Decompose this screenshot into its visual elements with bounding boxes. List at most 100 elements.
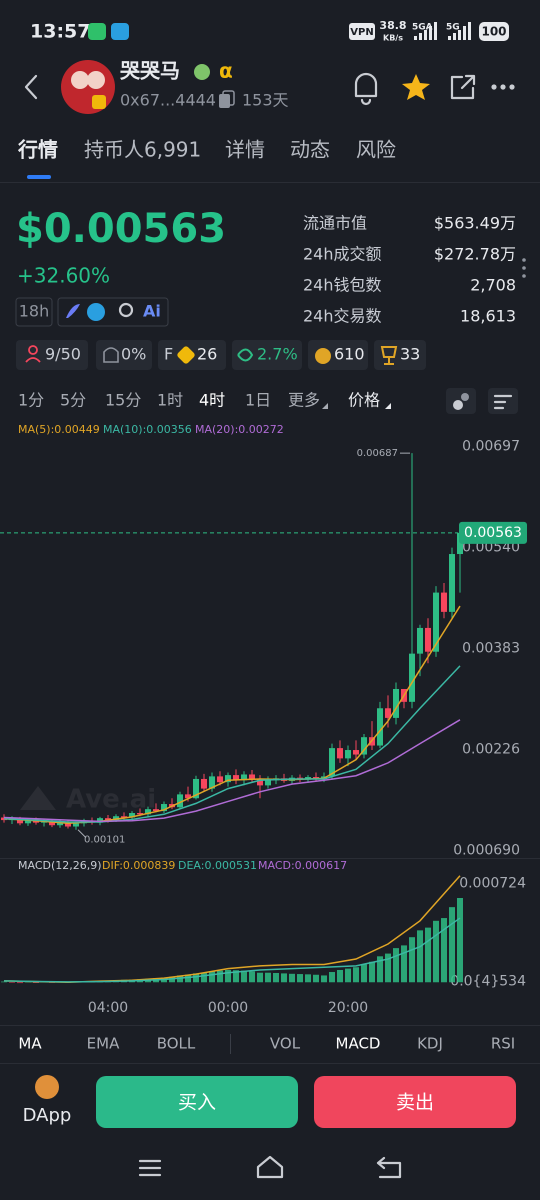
sell-button[interactable] bbox=[314, 1076, 516, 1128]
interval[interactable]: 15分 bbox=[105, 391, 141, 410]
caret bbox=[385, 403, 391, 409]
buy-button[interactable] bbox=[96, 1076, 298, 1128]
candle-body bbox=[409, 653, 415, 702]
avatar[interactable] bbox=[61, 60, 115, 114]
tab[interactable]: 动态 bbox=[290, 138, 330, 162]
badge-text: 33 bbox=[400, 345, 420, 364]
candle-body bbox=[361, 737, 367, 755]
candle-body bbox=[113, 816, 119, 821]
holder-icon bbox=[28, 345, 38, 355]
macd-bar bbox=[417, 930, 423, 983]
macd-bar bbox=[377, 956, 383, 983]
macd-bar bbox=[257, 972, 263, 983]
macd-bar bbox=[185, 974, 191, 983]
tab[interactable]: 行情 bbox=[17, 138, 58, 162]
candle-body bbox=[329, 748, 335, 777]
macd-bar bbox=[193, 973, 199, 983]
macd-bar bbox=[281, 973, 287, 983]
indicator[interactable]: MA bbox=[18, 1035, 42, 1053]
badge-text: 0% bbox=[121, 345, 146, 364]
macd-bar bbox=[385, 953, 391, 983]
chart-title: MACD(12,26,9) bbox=[18, 859, 102, 872]
indicator[interactable]: RSI bbox=[491, 1035, 515, 1053]
macd-bar bbox=[401, 945, 407, 983]
indicator[interactable]: VOL bbox=[270, 1035, 301, 1053]
net-type: 5GA bbox=[412, 23, 433, 33]
nav-back[interactable] bbox=[376, 1156, 402, 1179]
nav-home[interactable] bbox=[256, 1155, 284, 1179]
macd-bar bbox=[249, 971, 255, 983]
candle-body bbox=[393, 688, 399, 718]
watermark-logo bbox=[20, 786, 56, 810]
app-icon bbox=[88, 23, 106, 40]
bnb-icon bbox=[177, 346, 195, 364]
candle-body bbox=[249, 774, 255, 779]
x-tick-label: 00:00 bbox=[208, 1000, 248, 1016]
macd-bar bbox=[273, 972, 279, 983]
dapp-label[interactable]: DApp bbox=[23, 1105, 72, 1126]
interval[interactable]: 1时 bbox=[157, 391, 183, 410]
current-price-label: 0.00563 bbox=[464, 525, 522, 541]
alert-button[interactable] bbox=[354, 72, 378, 106]
tab[interactable]: 持币人6,991 bbox=[84, 138, 201, 162]
avatar-art bbox=[71, 71, 89, 89]
macd-bar bbox=[393, 948, 399, 983]
interval[interactable]: 5分 bbox=[60, 391, 86, 410]
macd-bar bbox=[9, 982, 15, 983]
telegram-icon[interactable] bbox=[87, 303, 105, 321]
nav-menu[interactable] bbox=[138, 1159, 162, 1177]
alpha-badge: α bbox=[219, 59, 233, 83]
candle-body bbox=[257, 778, 263, 786]
back-button[interactable] bbox=[24, 74, 38, 100]
candle-body bbox=[121, 816, 127, 818]
chart-setting-icon bbox=[461, 393, 469, 401]
battery-level: 100 bbox=[481, 25, 506, 39]
indicator[interactable]: KDJ bbox=[417, 1035, 443, 1053]
candle-body bbox=[129, 813, 135, 818]
token-age: 153天 bbox=[242, 91, 289, 110]
more-button[interactable] bbox=[491, 84, 515, 90]
legend-entry: MA(10):0.00356 bbox=[103, 423, 192, 436]
tab[interactable]: 详情 bbox=[225, 138, 265, 162]
stat-label: 24h成交额 bbox=[303, 245, 382, 264]
y-tick-label: 0.00226 bbox=[462, 741, 520, 757]
legend-entry: DEA:0.000531 bbox=[178, 859, 257, 872]
y-tick-label: 0.000724 bbox=[459, 875, 526, 891]
sell-label[interactable]: 卖出 bbox=[396, 1092, 434, 1114]
link-icon[interactable] bbox=[66, 304, 80, 318]
stats-more[interactable] bbox=[522, 258, 526, 278]
candle-body bbox=[449, 554, 455, 612]
badge-text: 610 bbox=[334, 345, 365, 364]
share-button[interactable] bbox=[450, 74, 476, 100]
dapp-icon[interactable] bbox=[35, 1075, 59, 1099]
indicator[interactable]: EMA bbox=[87, 1035, 120, 1053]
copy-button[interactable] bbox=[219, 94, 230, 108]
interval[interactable]: 更多 bbox=[288, 391, 320, 410]
x-tick-label: 04:00 bbox=[88, 1000, 128, 1016]
y-tick-label: 0.00383 bbox=[462, 640, 520, 656]
buy-label[interactable]: 买入 bbox=[178, 1092, 216, 1114]
app-icon bbox=[111, 23, 129, 40]
candle-body bbox=[177, 794, 183, 808]
tab[interactable]: 风险 bbox=[356, 138, 396, 162]
avatar-art bbox=[87, 71, 105, 89]
indicator-line bbox=[3, 665, 461, 823]
badge-text: 26 bbox=[197, 345, 217, 364]
interval[interactable]: 1日 bbox=[245, 391, 271, 410]
net-speed-unit: KB/s bbox=[383, 34, 403, 43]
macd-bar bbox=[1, 981, 7, 983]
legend-entry: DIF:0.000839 bbox=[102, 859, 175, 872]
favorite-button[interactable] bbox=[402, 74, 430, 100]
interval[interactable]: 1分 bbox=[18, 391, 44, 410]
indicator[interactable]: MACD bbox=[336, 1035, 381, 1053]
ai-icon[interactable]: Ai bbox=[143, 302, 161, 321]
search-icon[interactable] bbox=[118, 302, 134, 318]
interval[interactable]: 4时 bbox=[199, 391, 225, 410]
price-mode[interactable]: 价格 bbox=[348, 391, 380, 410]
y-tick-label: 0.0{4}534 bbox=[450, 974, 526, 990]
candle-body bbox=[457, 532, 463, 555]
candle-body bbox=[57, 822, 63, 826]
indicator[interactable]: BOLL bbox=[157, 1035, 196, 1053]
